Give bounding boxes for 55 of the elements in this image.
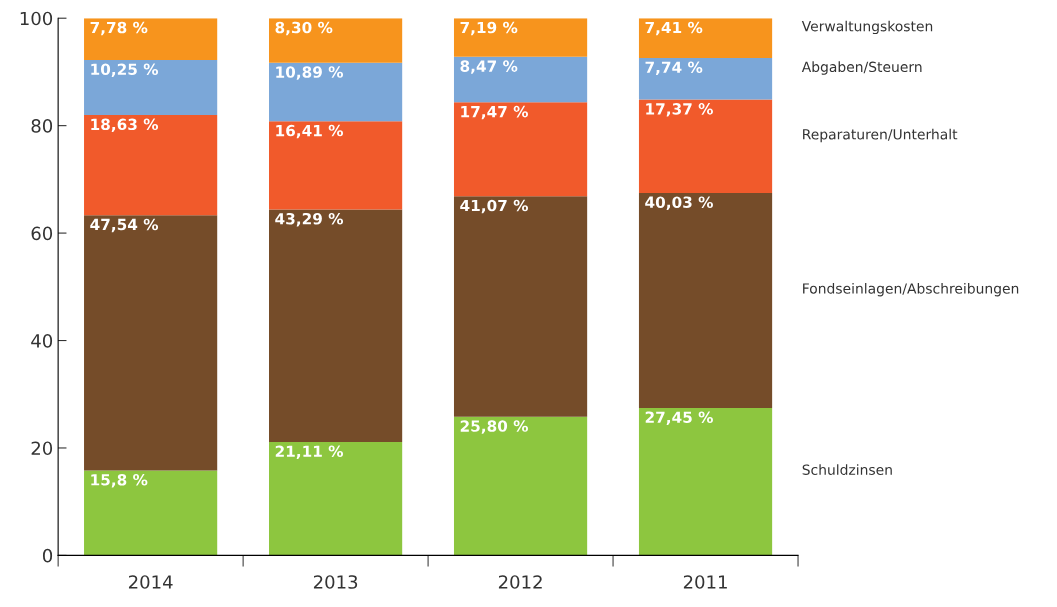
data-label: 8,47 % <box>460 60 518 74</box>
bar <box>453 56 588 103</box>
bar <box>269 121 403 210</box>
bar <box>453 102 588 197</box>
text: Schuldzinsen <box>802 464 892 475</box>
data-label: 47,54 % <box>90 218 159 233</box>
data-label: 15,8 % <box>91 474 148 488</box>
text: Verwaltungskosten <box>801 20 933 35</box>
y-tick-label: 100 <box>20 11 53 26</box>
bar <box>84 18 218 60</box>
data-label: 7,19 % <box>460 21 518 36</box>
bar <box>453 18 588 57</box>
y-tick-label: 40 <box>31 333 53 348</box>
x-tick-label: 2011 <box>683 575 727 589</box>
bar <box>638 407 773 556</box>
data-label: 40,03 % <box>645 196 713 210</box>
bar <box>453 196 588 417</box>
y-tick-label: 0 <box>42 548 53 563</box>
text: Abgaben/Steuern <box>801 61 922 75</box>
bar <box>453 416 588 556</box>
bar <box>269 442 403 556</box>
y-tick-label: 80 <box>31 119 53 133</box>
bar <box>638 192 773 408</box>
data-label: 43,29 % <box>275 212 344 227</box>
bar <box>84 470 218 556</box>
bar <box>638 99 773 193</box>
data-label: 25,80 % <box>460 420 528 434</box>
bar <box>638 18 773 59</box>
data-label: 17,47 % <box>461 105 528 120</box>
bar <box>84 115 218 216</box>
data-label: 18,63 % <box>91 118 159 133</box>
bar <box>84 215 218 471</box>
x-tick-label: 2012 <box>498 575 542 589</box>
data-label: 7,78 % <box>90 21 148 36</box>
data-label: 16,41 % <box>276 124 344 139</box>
text: Fondseinlagen/Abschreibungen <box>803 282 1019 297</box>
data-label: 21,11 % <box>275 445 344 459</box>
bar <box>269 209 403 442</box>
bar <box>269 18 403 63</box>
data-label: 17,37 % <box>646 103 713 117</box>
data-label: 10,89 % <box>276 66 344 80</box>
bar <box>638 58 773 100</box>
y-tick-label: 60 <box>31 226 53 241</box>
data-label: 10,25 % <box>91 63 159 78</box>
x-tick-label: 2013 <box>313 575 358 589</box>
x-tick-label: 2014 <box>128 575 173 589</box>
bar <box>84 60 218 116</box>
text: Reparaturen/Unterhalt <box>803 128 958 143</box>
data-label: 27,45 % <box>645 411 713 425</box>
data-label: 7,41 % <box>645 21 703 36</box>
data-label: 7,74 % <box>645 61 703 76</box>
y-tick-label: 20 <box>31 441 53 456</box>
data-label: 8,30 % <box>275 21 333 36</box>
bar <box>269 62 403 122</box>
data-label: 41,07 % <box>460 199 528 214</box>
